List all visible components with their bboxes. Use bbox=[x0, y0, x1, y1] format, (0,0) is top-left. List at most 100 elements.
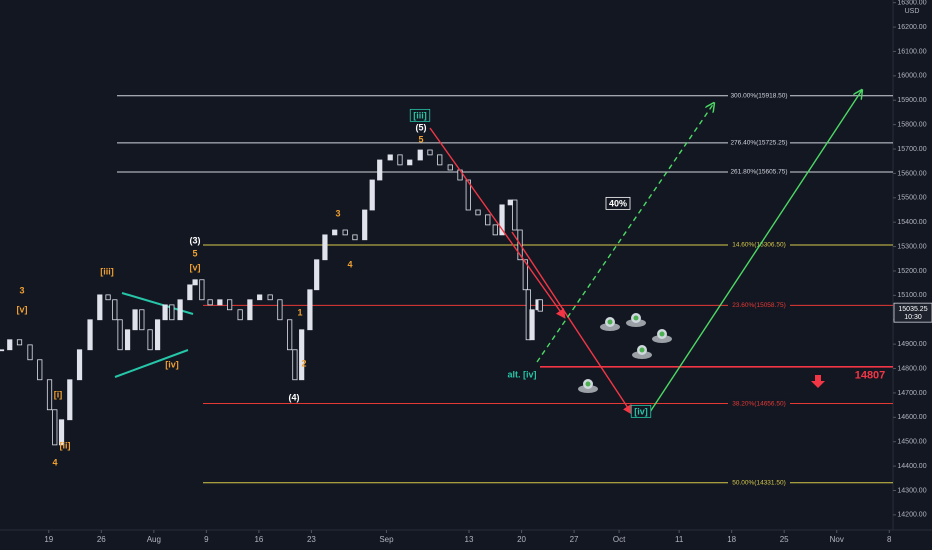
fib-label-bg bbox=[728, 90, 790, 101]
candle bbox=[67, 379, 73, 421]
candle bbox=[267, 294, 273, 301]
fib-label: 276.40%(15725.25) bbox=[730, 140, 787, 147]
candle bbox=[162, 304, 168, 321]
icon bbox=[607, 319, 613, 325]
candle bbox=[427, 149, 433, 156]
fib-label: 23.60%(15058.75) bbox=[732, 302, 786, 309]
x-tick-label: Nov bbox=[830, 535, 844, 544]
wave-label: 5 bbox=[418, 134, 423, 144]
x-tick-label: 26 bbox=[97, 535, 106, 544]
arrow bbox=[511, 231, 633, 415]
candle bbox=[154, 319, 161, 351]
candle bbox=[512, 199, 518, 231]
candle bbox=[397, 154, 403, 166]
label-box bbox=[630, 404, 652, 418]
candle bbox=[87, 319, 93, 351]
fib-label-bg bbox=[728, 240, 790, 250]
x-tick-label: 19 bbox=[44, 535, 53, 544]
wave-label: 4 bbox=[52, 457, 57, 467]
fib-label: 50.00%(14331.50) bbox=[732, 480, 786, 487]
y-tick-label: 14400.00 bbox=[897, 463, 926, 470]
candle bbox=[387, 154, 393, 161]
arrow bbox=[429, 127, 566, 319]
candle bbox=[447, 164, 453, 171]
candle bbox=[314, 259, 320, 291]
candle bbox=[237, 309, 243, 321]
arrow bbox=[649, 90, 862, 413]
candle bbox=[377, 159, 383, 181]
candle bbox=[307, 289, 313, 331]
candle bbox=[147, 329, 153, 351]
wave-label: (3) bbox=[190, 235, 201, 245]
y-tick-label: 14700.00 bbox=[897, 390, 926, 397]
y-tick-label: 16200.00 bbox=[897, 24, 926, 31]
y-tick-label: 15800.00 bbox=[897, 121, 926, 128]
x-tick-label: Oct bbox=[613, 535, 626, 544]
candle bbox=[287, 319, 293, 351]
wave-label: [iv] bbox=[634, 406, 648, 416]
wave-label: 4 bbox=[347, 259, 352, 269]
wave-label: [iii] bbox=[100, 266, 114, 276]
y-tick-label: 14300.00 bbox=[897, 487, 926, 494]
y-tick-label: 14500.00 bbox=[897, 439, 926, 446]
candle bbox=[0, 349, 5, 352]
candle bbox=[207, 299, 213, 306]
wave-label: 3 bbox=[335, 208, 340, 218]
fib-label: 261.80%(15605.75) bbox=[730, 169, 787, 176]
y-tick-label: 16300.00 bbox=[897, 0, 926, 7]
wave-label: 40% bbox=[609, 198, 627, 208]
candle bbox=[112, 299, 118, 321]
fib-label: 300.00%(15918.50) bbox=[730, 92, 787, 99]
candle bbox=[76, 349, 83, 381]
candle bbox=[362, 209, 368, 241]
candle bbox=[217, 299, 223, 306]
candle bbox=[27, 344, 33, 361]
candle bbox=[192, 279, 198, 286]
wave-label: (4) bbox=[289, 392, 300, 402]
x-tick-label: 25 bbox=[780, 535, 789, 544]
icon bbox=[585, 381, 591, 387]
icon bbox=[659, 331, 665, 337]
y-tick-label: 15700.00 bbox=[897, 146, 926, 153]
x-tick-label: 16 bbox=[254, 535, 263, 544]
y-tick-label: 14200.00 bbox=[897, 512, 926, 519]
candle bbox=[437, 154, 443, 166]
candle bbox=[352, 234, 358, 241]
price-tag-time: 10:30 bbox=[904, 314, 922, 321]
candle bbox=[58, 419, 65, 446]
y-tick-label: 15100.00 bbox=[897, 292, 926, 299]
candle bbox=[46, 379, 53, 411]
candle bbox=[475, 209, 481, 216]
fib-label-bg bbox=[728, 477, 790, 488]
trend-line bbox=[114, 349, 189, 378]
arrow bbox=[536, 103, 714, 363]
candle bbox=[52, 409, 58, 446]
y-tick-label: 16100.00 bbox=[897, 48, 926, 55]
x-tick-label: 18 bbox=[727, 535, 736, 544]
candle bbox=[7, 339, 13, 351]
wave-label: [v] bbox=[17, 304, 28, 314]
candle bbox=[169, 304, 175, 321]
wave-label: [v] bbox=[190, 262, 201, 272]
candle bbox=[227, 299, 233, 311]
candle bbox=[257, 294, 263, 301]
fib-label-bg bbox=[728, 300, 790, 311]
x-tick-label: 8 bbox=[887, 535, 892, 544]
candle bbox=[407, 159, 413, 166]
fib-label-bg bbox=[728, 137, 790, 148]
candle bbox=[177, 299, 183, 321]
y-tick-label: 14900.00 bbox=[897, 341, 926, 348]
wave-label: [ii] bbox=[60, 440, 71, 450]
candle bbox=[332, 229, 338, 236]
candle bbox=[139, 309, 145, 331]
candle bbox=[199, 279, 205, 301]
x-tick-label: 9 bbox=[204, 535, 209, 544]
candle bbox=[124, 329, 131, 351]
wave-label: 1 bbox=[297, 307, 302, 317]
candle bbox=[105, 294, 111, 301]
candle bbox=[16, 339, 23, 346]
wave-label: [iv] bbox=[165, 359, 179, 369]
candle bbox=[187, 284, 193, 301]
axis-unit: USD bbox=[905, 8, 920, 15]
